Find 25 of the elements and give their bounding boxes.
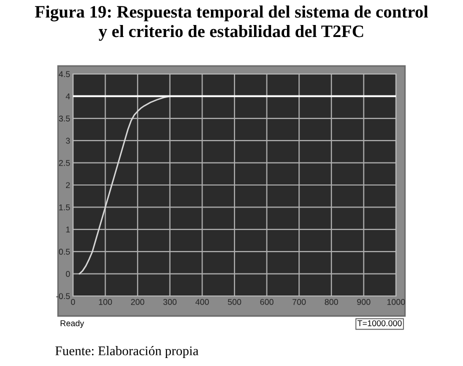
y-tick-label: 4.5 [58,71,70,78]
x-tick-label: 500 [228,299,242,305]
y-tick-label: 3.5 [58,116,70,122]
x-tick-label: 800 [324,299,338,305]
x-tick-label: 300 [163,299,177,305]
x-tick-label: 200 [131,299,144,305]
x-tick-label: 400 [195,299,209,305]
y-tick-label: 1 [66,226,70,232]
y-tick-label: 0 [66,271,70,277]
text: Ready [60,320,84,328]
y-tick-label: 4 [66,93,70,100]
x-tick-label: 900 [357,299,370,305]
y-tick-label: 1.5 [59,204,70,210]
x-tick-label: 100 [98,299,112,305]
x-tick-label: 700 [292,299,306,305]
y-tick-label: 0.5 [58,248,70,255]
x-tick-label: 1000 [387,299,405,305]
x-tick-label: 600 [260,299,274,305]
x-tick-label: 0 [71,299,75,305]
y-tick-label: 2 [66,182,70,188]
chart-title: Figura 19: Respuesta temporal del sistema de control y el criterio de estabilidad del T2FC [34,5,428,41]
y-tick-label: 2.5 [59,160,70,166]
y-tick-label: 3 [66,138,70,144]
text: T=1000.000 [357,320,402,326]
source-note: Fuente: Elaboración propia [55,346,198,358]
